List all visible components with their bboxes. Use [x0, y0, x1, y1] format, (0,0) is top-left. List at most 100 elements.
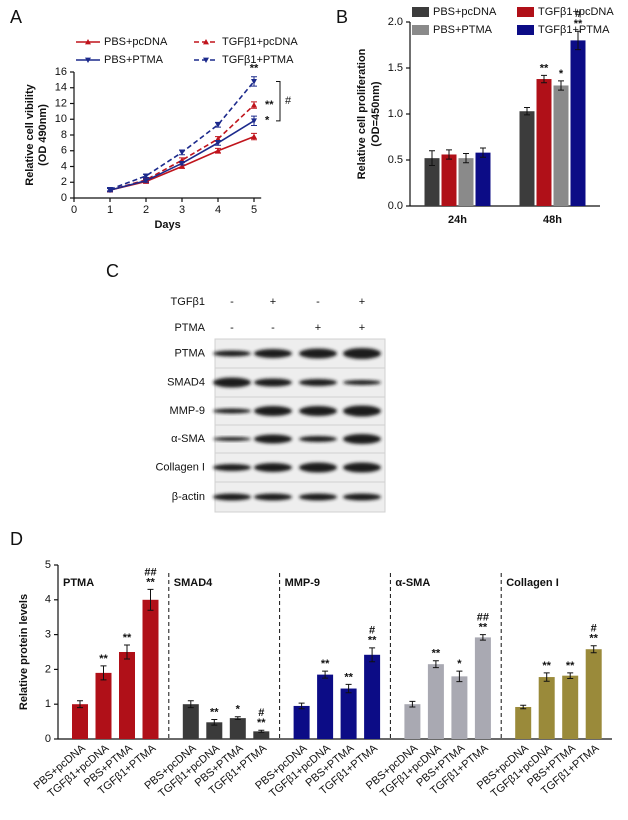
y-axis-label: Relative cell proliferation — [356, 48, 368, 179]
blot-band — [213, 493, 251, 501]
error-bar — [124, 644, 130, 660]
point — [215, 122, 221, 128]
error-bar — [456, 670, 463, 683]
x-tick-label: 2 — [143, 204, 149, 216]
annotation: ** — [123, 632, 132, 644]
x-tick-label: 24h — [448, 214, 467, 226]
bar — [515, 706, 532, 739]
error-bar — [211, 719, 218, 726]
y-tick-label: 5 — [45, 559, 51, 571]
error-bar — [298, 702, 305, 710]
blot-band — [254, 378, 292, 387]
legend-marker — [85, 39, 91, 45]
point — [143, 173, 149, 179]
bar — [404, 704, 421, 739]
y-tick-label: 0.0 — [388, 200, 403, 212]
blot-band — [343, 493, 381, 501]
blot-band — [343, 405, 381, 417]
legend-swatch — [517, 7, 534, 17]
y-tick-label: 4 — [45, 594, 51, 606]
point — [107, 186, 113, 193]
error-bar — [432, 660, 439, 669]
point — [251, 79, 257, 85]
error-bar — [100, 665, 107, 681]
error-bar — [187, 700, 194, 709]
error-bar — [258, 729, 265, 733]
bar — [293, 705, 310, 739]
protein-label: Collagen I — [155, 461, 205, 473]
point — [215, 135, 221, 142]
blot-band — [254, 406, 292, 416]
bar — [519, 111, 535, 206]
x-tick-label: 1 — [107, 204, 113, 216]
bar — [451, 676, 468, 739]
facet-title: PTMA — [63, 577, 94, 589]
y-tick-label: 12 — [55, 97, 67, 109]
legend-marker — [203, 39, 209, 45]
annotation: ** — [540, 62, 549, 74]
error-bar — [446, 149, 452, 160]
bar — [562, 675, 579, 739]
legend-marker — [203, 57, 209, 63]
error-bar — [590, 645, 597, 654]
bar — [536, 79, 552, 206]
condition-mark: + — [315, 322, 321, 334]
bar — [119, 652, 135, 739]
bar — [317, 674, 334, 739]
blot-band — [213, 464, 251, 471]
series-line — [109, 120, 255, 191]
annotation: ## — [144, 566, 156, 578]
blot-band — [343, 462, 381, 473]
bar — [182, 704, 199, 739]
facet-title: α-SMA — [395, 577, 430, 589]
facet-title: SMAD4 — [174, 577, 213, 589]
point — [215, 147, 221, 154]
y-tick-label: 0.5 — [388, 154, 403, 166]
blot-band — [213, 350, 251, 357]
protein-label: β-actin — [172, 491, 205, 503]
annotation: ** — [566, 660, 575, 672]
bar — [95, 672, 112, 739]
error-bar — [567, 672, 574, 679]
y-tick-label: 8 — [61, 129, 67, 141]
panel-label: A — [10, 7, 22, 27]
annotation: ** — [321, 658, 330, 670]
point — [251, 118, 257, 124]
blot-band — [299, 493, 337, 501]
bar — [474, 637, 491, 739]
y-tick-label: 10 — [55, 113, 67, 125]
annotation: # — [369, 625, 375, 637]
annotation: # — [258, 707, 264, 719]
condition-mark: + — [359, 296, 365, 308]
bar — [340, 688, 357, 739]
condition-mark: - — [316, 296, 320, 308]
y-tick-label: 1.5 — [388, 62, 403, 74]
legend-label: TGFβ1+PTMA — [222, 54, 294, 66]
annotation: ** — [99, 653, 108, 665]
legend-swatch — [412, 25, 429, 35]
annotation: ** — [344, 671, 353, 683]
facet-title: Collagen I — [506, 577, 559, 589]
point — [179, 149, 185, 156]
legend-swatch — [517, 25, 534, 35]
condition-mark: + — [359, 322, 365, 334]
error-bar — [463, 153, 469, 164]
bar — [585, 649, 602, 739]
annotation: ## — [477, 612, 489, 624]
error-bar — [480, 147, 486, 158]
condition-mark: - — [230, 322, 234, 334]
blot-band — [299, 436, 337, 442]
x-axis-label: Days — [154, 219, 180, 231]
condition-mark: - — [230, 296, 234, 308]
y-tick-label: 2.0 — [388, 16, 403, 28]
y-tick-label: 4 — [61, 160, 67, 172]
condition-mark: + — [270, 296, 276, 308]
error-bar — [520, 704, 527, 710]
condition-mark: - — [271, 322, 275, 334]
error-bar — [558, 80, 564, 91]
bar — [72, 704, 88, 739]
error-bar — [369, 647, 376, 663]
annotation: # — [591, 623, 597, 635]
error-bar — [543, 672, 550, 682]
x-tick-label: 5 — [251, 204, 257, 216]
